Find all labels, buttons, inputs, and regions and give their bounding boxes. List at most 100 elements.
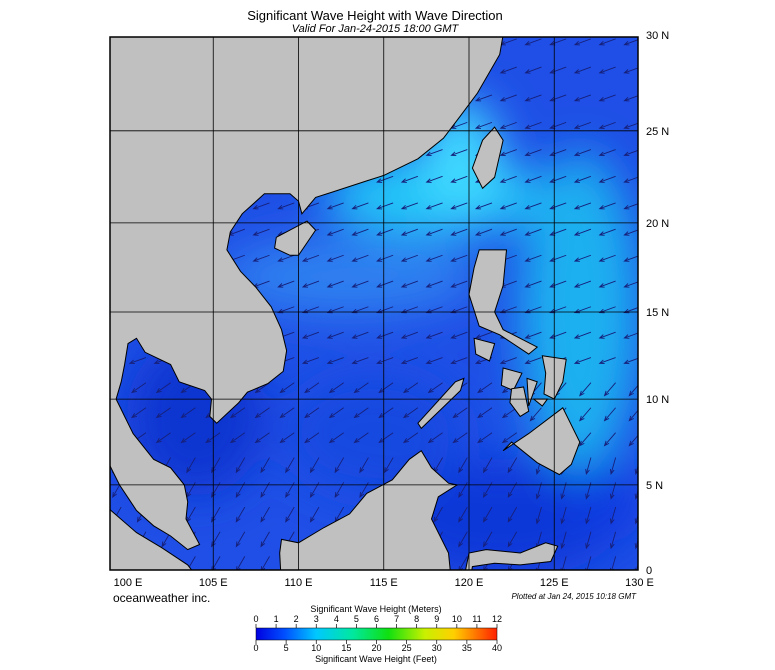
wave-arrow [499, 66, 517, 74]
feet-tick-label: 20 [371, 643, 381, 653]
wave-arrow [326, 254, 344, 262]
title: Significant Wave Height with Wave Direct… [247, 8, 503, 23]
wave-arrow [402, 382, 419, 394]
wave-arrow [376, 202, 394, 210]
wave-arrow [235, 556, 246, 570]
wave-arrow [573, 149, 592, 157]
wave-arrow [579, 432, 592, 447]
wave-arrow [585, 457, 592, 476]
wave-arrow [301, 280, 320, 288]
wave-arrow [328, 432, 344, 444]
wave-arrow [425, 306, 443, 314]
wave-arrow [252, 228, 270, 236]
graticule [110, 37, 638, 570]
lon-label: 100 E [114, 577, 143, 589]
lon-label: 115 E [370, 577, 398, 589]
wave-arrow [598, 175, 616, 183]
wave-arrow [235, 457, 246, 474]
wave-arrow [450, 228, 468, 236]
wave-arrow [450, 357, 468, 365]
wave-arrow [524, 306, 542, 314]
wave-arrow [499, 306, 517, 314]
wave-arrow [598, 66, 616, 74]
wave-arrow [598, 202, 616, 210]
wave-arrow [549, 280, 567, 288]
wave-arrow [279, 407, 295, 419]
wave-arrow [573, 254, 592, 262]
meters-tick-label: 2 [294, 614, 299, 624]
wave-arrow [260, 506, 270, 523]
wave-arrow [598, 121, 616, 129]
meters-tick-label: 1 [274, 614, 279, 624]
wave-arrow [499, 121, 517, 129]
wave-arrow [458, 531, 468, 548]
wave-arrow [376, 280, 394, 288]
wave-arrow [573, 94, 592, 102]
wave-arrow [524, 121, 542, 129]
wave-arrow [598, 331, 616, 339]
wave-arrow [279, 432, 295, 444]
meters-tick-label: 11 [472, 614, 481, 624]
landmass [502, 407, 581, 476]
wave-arrow [474, 331, 493, 339]
feet-tick-label: 40 [492, 643, 502, 653]
wave-arrow [450, 175, 468, 183]
wave-arrow [376, 228, 394, 236]
wave-arrow [482, 506, 493, 523]
wave-arrow [277, 202, 295, 210]
wave-arrow [524, 94, 542, 102]
wave-arrow [499, 202, 517, 210]
wave-arrow [598, 280, 616, 288]
wave-arrow [328, 407, 344, 419]
wave-arrow [301, 357, 320, 365]
wave-arrow [309, 457, 320, 474]
wave-arrow [378, 407, 394, 419]
wave-arrow [628, 384, 638, 397]
wave-arrow [400, 306, 419, 314]
wave-arrow [425, 280, 443, 288]
wave-arrow [499, 149, 517, 157]
wave-arrow [155, 382, 171, 394]
wave-arrow [326, 306, 344, 314]
wave-arrow [376, 331, 394, 339]
wave-arrow [400, 254, 419, 262]
wave-arrow [560, 531, 567, 550]
lat-label: 5 N [646, 480, 663, 492]
wave-arrow [326, 228, 344, 236]
wave-arrow [402, 432, 419, 444]
wave-arrow [524, 175, 542, 183]
wave-arrow [549, 121, 567, 129]
wave-arrow [450, 280, 468, 288]
wave-arrow [598, 228, 616, 236]
wave-arrow [351, 306, 369, 314]
wave-arrow [609, 506, 617, 525]
wave-arrow [277, 254, 295, 262]
wave-arrow [400, 280, 419, 288]
wave-arrow [376, 357, 394, 365]
wave-arrow [579, 382, 592, 397]
meters-tick-label: 6 [374, 614, 379, 624]
wave-arrow [458, 556, 468, 570]
meters-tick-label: 4 [334, 614, 339, 624]
wave-arrow [524, 357, 542, 365]
wave-arrow [573, 331, 592, 339]
wave-arrow [425, 228, 443, 236]
wave-arrow [524, 280, 542, 288]
wave-arrow [285, 457, 295, 474]
wave-arrow [573, 202, 592, 210]
wave-arrow [326, 331, 344, 339]
wave-arrow [507, 506, 518, 523]
wave-arrow [573, 66, 592, 74]
wave-arrow [573, 228, 592, 236]
wave-arrow [628, 434, 638, 447]
wave-arrow [402, 407, 419, 419]
wave-arrow [609, 531, 617, 550]
wave-arrow [400, 202, 419, 210]
wave-arrow [252, 202, 270, 210]
wave-arrow [549, 254, 567, 262]
wave-arrow [598, 38, 616, 46]
colorbar-title-feet: Significant Wave Height (Feet) [315, 654, 437, 664]
wave-arrow [400, 331, 419, 339]
wave-arrow [507, 457, 518, 474]
wave-arrow [450, 331, 468, 339]
